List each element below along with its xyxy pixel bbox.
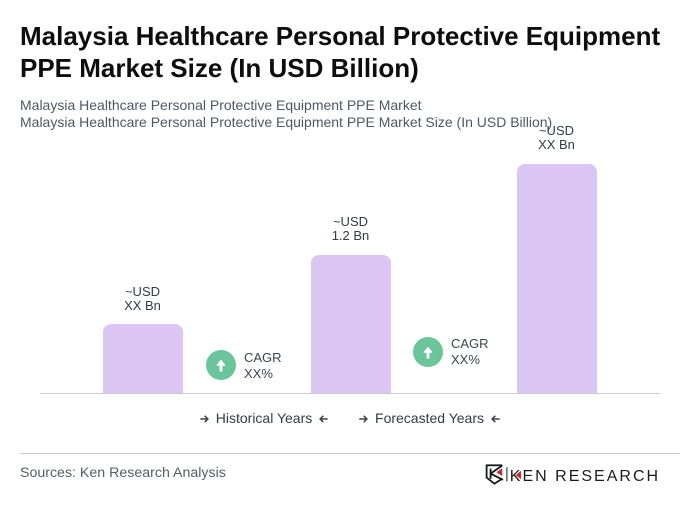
svg-text:KEN RESEARCH: KEN RESEARCH	[510, 468, 659, 485]
